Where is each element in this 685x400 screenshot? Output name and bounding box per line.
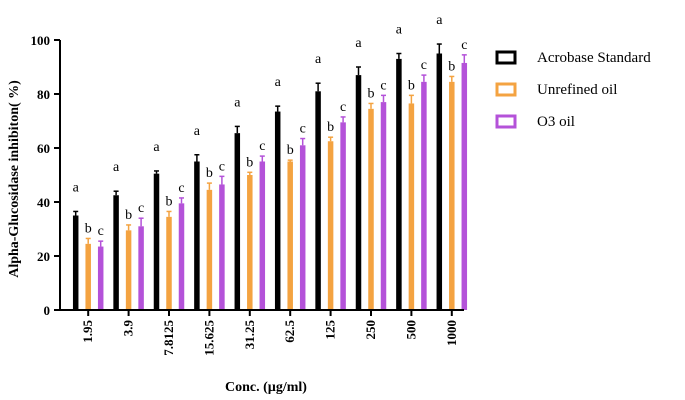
bar	[85, 243, 91, 310]
significance-letter: c	[421, 58, 427, 73]
x-tick-label: 250	[363, 320, 378, 340]
significance-letter: a	[234, 95, 241, 110]
bar	[287, 161, 293, 310]
bar	[340, 122, 346, 310]
significance-letter: b	[206, 166, 213, 181]
y-tick-label: 100	[31, 33, 51, 48]
bar	[299, 145, 306, 310]
y-tick-label: 20	[37, 249, 50, 264]
y-tick-label: 60	[37, 141, 50, 156]
bar	[355, 75, 362, 310]
significance-letter: c	[340, 100, 346, 115]
significance-letter: c	[259, 139, 265, 154]
significance-letter: c	[380, 78, 386, 93]
x-tick-label: 3.9	[121, 320, 136, 337]
y-axis-ticks: 0 20 40 60 80 100	[31, 33, 60, 318]
bar	[234, 133, 241, 310]
significance-letter: c	[219, 159, 225, 174]
bar	[247, 175, 253, 310]
bar	[153, 173, 160, 310]
bar	[461, 62, 468, 311]
significance-letter: a	[153, 140, 160, 155]
significance-letter: a	[315, 52, 322, 67]
significance-letter: a	[355, 36, 362, 51]
significance-letter: b	[246, 155, 253, 170]
legend-swatch	[495, 50, 517, 65]
x-tick-label: 62.5	[282, 320, 297, 343]
significance-letter: a	[275, 75, 282, 90]
significance-letter: b	[125, 208, 132, 223]
bar	[274, 111, 281, 310]
bar	[315, 91, 321, 310]
significance-letter: a	[194, 124, 201, 139]
x-axis-title: Conc. (µg/ml)	[225, 380, 307, 395]
bar	[421, 81, 427, 310]
bar	[125, 230, 132, 310]
bar	[327, 141, 334, 310]
significance-letter: b	[408, 78, 415, 93]
y-tick-label: 0	[44, 303, 51, 318]
legend-swatch	[495, 114, 517, 129]
x-tick-label: 1.95	[80, 320, 95, 343]
bar	[368, 108, 374, 310]
bar	[396, 58, 402, 311]
legend-label: Acrobase Standard	[537, 50, 651, 66]
y-tick-label: 80	[37, 87, 50, 102]
bar	[436, 53, 443, 310]
significance-letter: b	[166, 194, 173, 209]
significance-letter: b	[287, 143, 294, 158]
significance-letter: a	[396, 23, 403, 38]
bar	[194, 161, 200, 310]
bar	[138, 226, 144, 310]
significance-letter: a	[113, 160, 120, 175]
bar	[72, 215, 79, 310]
significance-letter: c	[98, 224, 104, 239]
legend-swatch	[495, 82, 517, 97]
bar	[178, 203, 185, 310]
bar	[259, 161, 266, 310]
x-tick-label: 500	[403, 320, 418, 340]
y-axis-title: Alpha-Glucosidase inhibiton( %)	[7, 80, 22, 278]
bar	[113, 195, 119, 310]
significance-letter: c	[178, 181, 184, 196]
legend: Acrobase Standard Unrefined oil O3 oil	[495, 50, 651, 130]
x-tick-label: 31.25	[242, 320, 257, 350]
legend-label: O3 oil	[537, 114, 575, 130]
bar	[206, 189, 213, 310]
bar	[166, 216, 172, 310]
legend-label: Unrefined oil	[537, 82, 617, 98]
significance-letter: b	[368, 86, 375, 101]
x-tick-label: 125	[323, 320, 338, 340]
significance-letter: b	[327, 120, 334, 135]
bar	[408, 103, 415, 310]
significance-letter: a	[436, 13, 443, 28]
x-axis-ticks: 1.95 3.9 7.8125 15.625 31.25 62.5 125 250 500 100…	[80, 310, 459, 356]
significance-letter: b	[448, 59, 455, 74]
y-tick-label: 40	[37, 195, 50, 210]
x-tick-label: 15.625	[201, 320, 216, 356]
significance-letter: c	[138, 201, 144, 216]
x-tick-label: 1000	[444, 320, 459, 346]
bar	[380, 102, 387, 310]
x-tick-label: 7.8125	[161, 320, 176, 356]
significance-letter: c	[300, 122, 306, 137]
significance-letter: b	[85, 221, 92, 236]
significance-letter: a	[73, 180, 80, 195]
bar	[97, 246, 104, 310]
bar	[219, 184, 225, 310]
bar	[449, 81, 455, 310]
significance-letter: c	[461, 38, 467, 53]
